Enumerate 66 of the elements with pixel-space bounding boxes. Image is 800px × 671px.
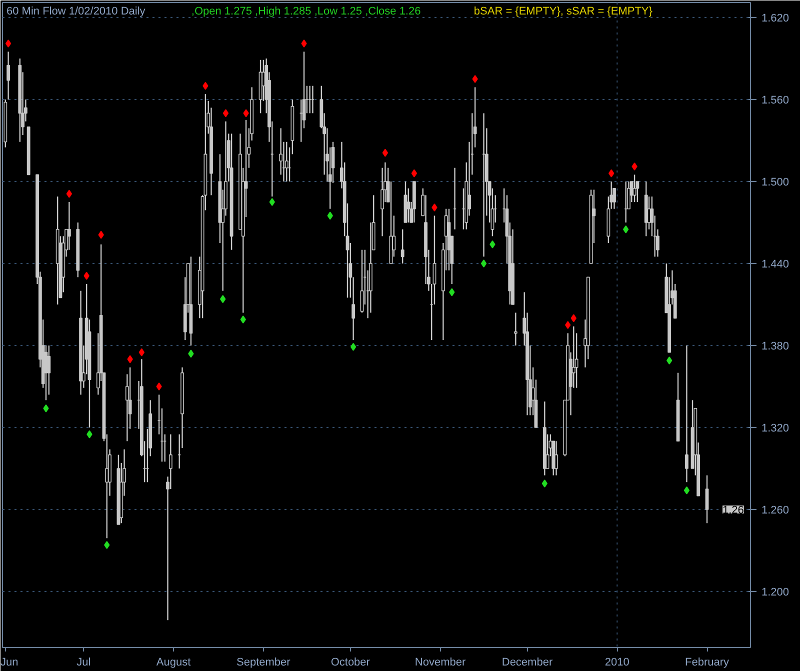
candlestick [685,344,688,483]
point [432,203,438,212]
candlestick [47,344,51,396]
point [570,314,576,322]
point [43,404,49,412]
x-tick-label: October [330,656,370,668]
point [382,148,388,157]
x-tick-label: November [414,656,466,668]
point [66,190,72,198]
point [327,212,333,220]
x-tick-label: Jul [76,656,91,668]
annotation: 1.26 [722,504,744,516]
y-tick-label: 1.380 [762,340,790,352]
candlestick [705,474,709,524]
x-tick-label: August [156,656,191,668]
x-tick-label: September [236,656,291,668]
point [243,109,249,118]
y-tick-label: 1.200 [762,586,790,598]
chart-title: 60 Min Flow 1/02/2010 Daily [6,6,146,18]
point [301,39,307,48]
point [98,230,104,239]
point [269,198,275,206]
chart-subtitle: ,Open 1.275 ,High 1.285 ,Low 1.25 ,Close 1.26 [191,6,421,18]
point [684,486,690,494]
y-tick-label: 1.620 [762,12,790,25]
point [5,39,12,48]
point [542,480,548,488]
point [480,260,487,268]
point [84,272,90,280]
annotation: bSAR = {EMPTY}, sSAR = {EMPTY} [474,6,653,18]
candlestick [400,228,404,264]
point [350,342,356,351]
point [666,356,672,365]
point [632,162,638,170]
point [220,295,226,304]
point [565,321,571,329]
y-tick-label: 1.500 [762,176,790,189]
point [240,316,246,324]
candlestick [406,188,410,224]
point [104,541,110,550]
point [156,382,162,390]
point [138,348,144,356]
candlestick [67,201,71,250]
point [188,350,194,358]
candlestick [284,141,288,182]
point [127,355,133,364]
candlestick [514,312,518,346]
point [449,288,455,296]
x-tick-label: 2010 [604,656,630,668]
point [222,109,229,118]
candlestick [6,51,10,100]
y-tick-label: 1.440 [762,258,790,271]
point [411,169,418,178]
point [490,240,496,248]
y-tick-label: 1.560 [762,94,790,107]
point [472,75,478,84]
candlestick [554,440,558,476]
x-tick-label: Jun [0,656,18,668]
y-tick-label: 1.320 [762,422,790,434]
point [202,82,208,90]
x-tick-label: February [685,656,730,668]
x-tick-label: December [502,656,553,668]
point [86,430,92,438]
y-tick-label: 1.260 [762,504,790,516]
point [623,225,629,234]
point [608,169,614,178]
